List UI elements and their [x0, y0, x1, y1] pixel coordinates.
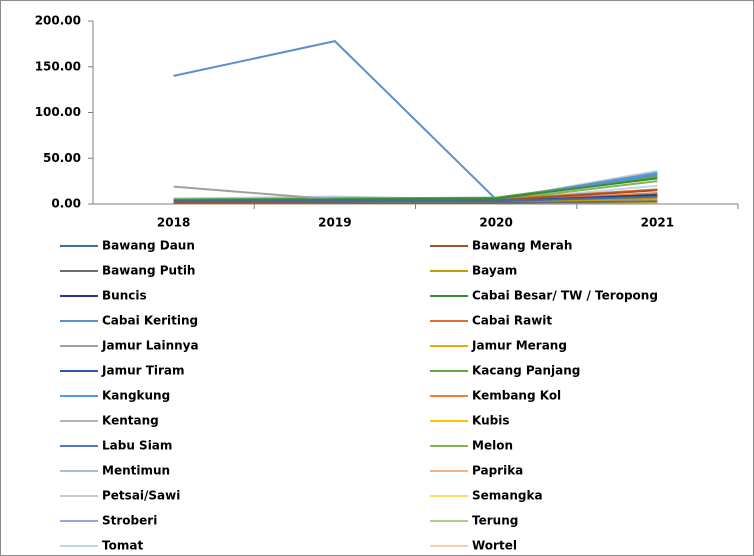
legend-label: Jamur Tiram: [101, 364, 185, 378]
legend-label: Terung: [472, 514, 518, 528]
legend-label: Tomat: [102, 539, 143, 553]
legend-label: Wortel: [472, 539, 517, 553]
legend-label: Melon: [472, 439, 513, 453]
x-tick-label: 2019: [318, 216, 351, 230]
legend-label: Kentang: [102, 414, 159, 428]
legend-label: Paprika: [472, 464, 523, 478]
x-tick-label: 2018: [157, 216, 190, 230]
y-tick-label: 100.00: [35, 105, 81, 119]
y-tick-label: 200.00: [35, 14, 81, 28]
series-line: [173, 200, 658, 205]
legend-label: Cabai Keriting: [102, 314, 198, 328]
legend-label: Buncis: [102, 289, 147, 303]
legend-label: Cabai Rawit: [472, 314, 552, 328]
legend-label: Jamur Merang: [471, 339, 567, 353]
x-tick-label: 2020: [479, 216, 512, 230]
legend-label: Bawang Merah: [472, 239, 572, 253]
legend-label: Cabai Besar/ TW / Teropong: [472, 289, 658, 303]
series-line: [173, 195, 658, 203]
legend-label: Bayam: [472, 264, 517, 278]
legend-label: Labu Siam: [102, 439, 172, 453]
legend-label: Kubis: [472, 414, 509, 428]
legend-label: Kangkung: [102, 389, 170, 403]
legend-label: Stroberi: [102, 514, 157, 528]
legend-label: Bawang Daun: [102, 239, 195, 253]
legend-label: Bawang Putih: [102, 264, 195, 278]
y-tick-label: 0.00: [51, 197, 81, 211]
legend-label: Jamur Lainnya: [101, 339, 199, 353]
legend-label: Mentimun: [102, 464, 170, 478]
legend-label: Kembang Kol: [472, 389, 561, 403]
y-tick-label: 150.00: [35, 59, 81, 73]
legend-label: Kacang Panjang: [472, 364, 580, 378]
y-tick-label: 50.00: [43, 151, 81, 165]
x-tick-label: 2021: [641, 216, 674, 230]
legend-label: Semangka: [472, 489, 543, 503]
series-line: [173, 40, 658, 201]
legend-label: Petsai/Sawi: [102, 489, 180, 503]
